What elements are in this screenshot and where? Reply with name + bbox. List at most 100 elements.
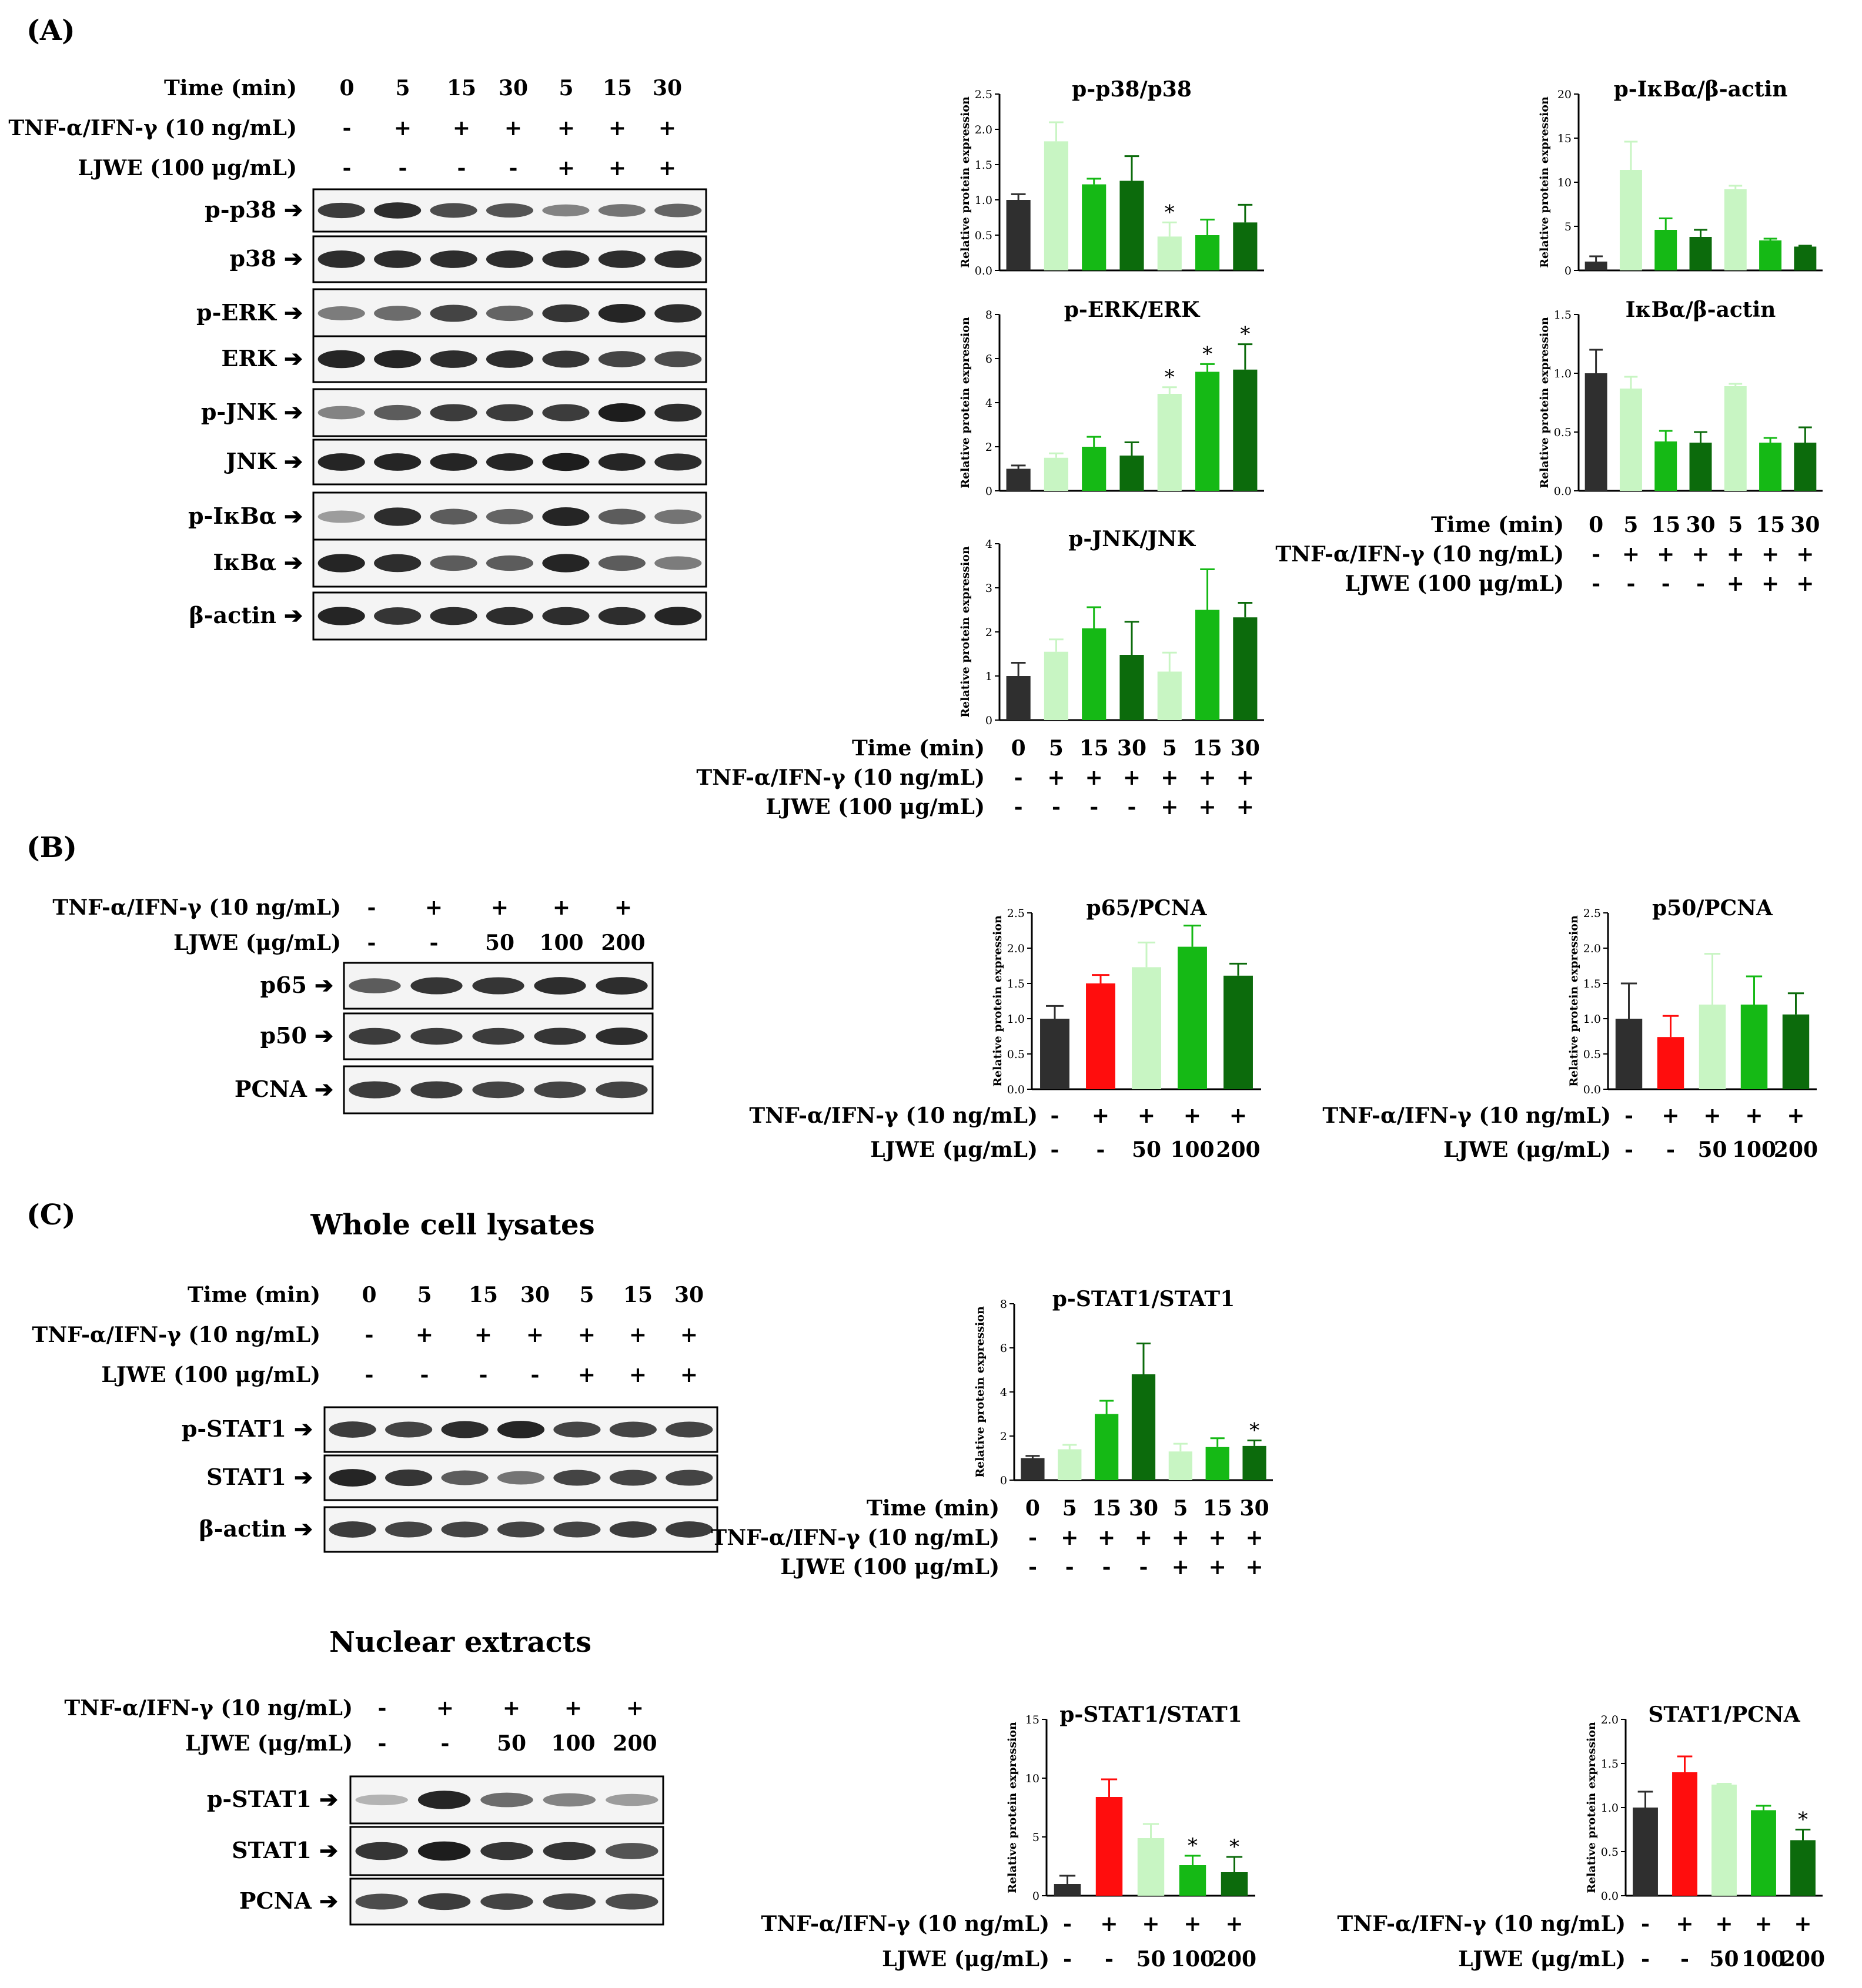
cond-cn-right-value: +: [1794, 1912, 1811, 1936]
cond-cn-left-value: +: [1100, 1912, 1118, 1936]
y-tick-label: 1.0: [975, 194, 992, 207]
bar: [1584, 262, 1607, 270]
cond-a-chart-value: +: [1161, 765, 1178, 790]
y-tick-label: 1.0: [1601, 1802, 1619, 1815]
cond-cw-chart-value: +: [1135, 1525, 1152, 1550]
cond-a-blot-row-label: Time (min): [164, 76, 297, 101]
cond-a-right-row-label: TNF-α/IFN-γ (10 ng/mL): [1275, 542, 1564, 567]
chart-title: p-ERK/ERK: [1064, 297, 1201, 322]
cond-cw-blot-value: 30: [674, 1283, 704, 1307]
y-tick-label: 1.5: [1007, 978, 1025, 990]
blot-a-1-band: [317, 250, 365, 268]
y-tick-label: 4: [1000, 1386, 1007, 1399]
cond-b-p65-value: -: [1051, 1137, 1059, 1162]
cond-a-blot-row-label: LJWE (100 μg/mL): [78, 156, 297, 180]
blot-cw-0-band: [609, 1421, 657, 1438]
blot-label: STAT1 ➔: [232, 1837, 338, 1863]
cond-b-blot-value: +: [425, 895, 443, 920]
cond-cw-blot-value: +: [680, 1363, 698, 1387]
bar: [1615, 1019, 1643, 1089]
cond-a-blot-value: +: [557, 156, 575, 180]
y-tick-label: 0.5: [1554, 426, 1572, 439]
blot-cn-0: [349, 1775, 664, 1825]
blot-a-8-band: [374, 607, 422, 625]
cond-a-right-value: +: [1622, 542, 1640, 567]
blot-label: p-JNK ➔: [201, 399, 303, 425]
y-tick-label: 0.0: [1601, 1890, 1619, 1903]
y-axis-label: Relative protein expression: [974, 1306, 987, 1478]
blot-a-2-band: [654, 304, 702, 323]
blot-b-0-band: [349, 978, 401, 993]
significance-star: *: [1165, 366, 1175, 389]
cond-a-chart-row-label: Time (min): [852, 736, 985, 761]
blot-cn-1-band: [543, 1842, 596, 1860]
y-tick-label: 4: [985, 538, 992, 551]
chart-title: p-STAT1/STAT1: [1059, 1702, 1242, 1727]
cond-cw-blot-row-label: LJWE (100 μg/mL): [101, 1363, 320, 1387]
y-tick-label: 0: [985, 485, 992, 498]
blot-a-8: [312, 591, 707, 641]
blot-b-2-band: [349, 1081, 401, 1099]
bar: [1724, 189, 1747, 270]
blot-a-8-band: [317, 607, 365, 625]
blot-a-3-band: [654, 351, 702, 367]
cond-cw-chart-value: -: [1139, 1555, 1148, 1579]
chart-title: STAT1/PCNA: [1648, 1702, 1800, 1727]
cond-cw-chart-value: 30: [1240, 1496, 1269, 1521]
blot-a-3-band: [374, 350, 422, 369]
cond-cn-right-value: +: [1754, 1912, 1772, 1936]
cond-a-blot-value: +: [658, 156, 676, 180]
y-tick-label: 15: [1557, 132, 1572, 145]
blot-cw-2-band: [497, 1521, 545, 1538]
cond-b-p50-value: +: [1703, 1103, 1721, 1128]
bar: [1221, 1872, 1248, 1896]
blot-b-0-band: [534, 977, 586, 995]
blot-a-1-band: [486, 250, 534, 268]
bar: [1021, 1458, 1045, 1480]
cond-cw-blot-value: +: [629, 1363, 647, 1387]
bar: [1223, 975, 1253, 1089]
cond-cn-blot-value: 200: [613, 1731, 657, 1756]
blot-a-7-band: [542, 554, 590, 573]
bar: [1759, 443, 1782, 491]
cond-cw-chart-row-label: Time (min): [867, 1496, 999, 1521]
bar: [1242, 1445, 1266, 1480]
cond-b-p65-value: +: [1092, 1103, 1109, 1128]
cond-a-blot-value: +: [609, 156, 626, 180]
cond-cw-blot-value: -: [420, 1363, 429, 1387]
blot-cw-1-band: [666, 1470, 713, 1486]
cond-a-blot-value: +: [557, 116, 575, 140]
chart-title: p50/PCNA: [1652, 896, 1773, 921]
bar: [1157, 236, 1182, 270]
cond-b-blot-value: 50: [485, 931, 514, 955]
blot-b-2-band: [472, 1081, 524, 1099]
blot-a-3-band: [430, 350, 477, 368]
cond-a-chart-value: -: [1052, 795, 1061, 819]
bar: [1006, 468, 1031, 491]
y-tick-label: 0: [985, 714, 992, 727]
cond-cw-chart-row-label: LJWE (100 μg/mL): [780, 1555, 999, 1579]
cond-cw-blot-row-label: TNF-α/IFN-γ (10 ng/mL): [32, 1323, 320, 1347]
blot-a-8-band: [430, 607, 477, 625]
cond-cw-blot-value: +: [680, 1323, 698, 1347]
cond-cn-right-row-label: TNF-α/IFN-γ (10 ng/mL): [1337, 1912, 1626, 1936]
cond-b-p50-value: 100: [1732, 1137, 1776, 1162]
cond-a-blot-value: -: [343, 116, 352, 140]
significance-star: *: [1202, 342, 1212, 366]
cond-a-right-value: 30: [1790, 513, 1820, 537]
cond-cn-left-row-label: TNF-α/IFN-γ (10 ng/mL): [761, 1912, 1049, 1936]
blot-cn-2-band: [480, 1893, 533, 1910]
y-tick-label: 5: [1565, 220, 1572, 233]
cond-cw-blot-value: +: [474, 1323, 492, 1347]
bar: [1699, 1005, 1726, 1089]
y-tick-label: 0.0: [1554, 485, 1572, 498]
cond-a-right-value: 5: [1623, 513, 1638, 537]
bar: [1168, 1451, 1192, 1480]
blot-cn-1-band: [480, 1842, 533, 1860]
y-tick-label: 0: [1000, 1474, 1007, 1487]
cond-cw-chart-value: +: [1172, 1555, 1189, 1579]
blot-b-1-band: [349, 1028, 401, 1045]
